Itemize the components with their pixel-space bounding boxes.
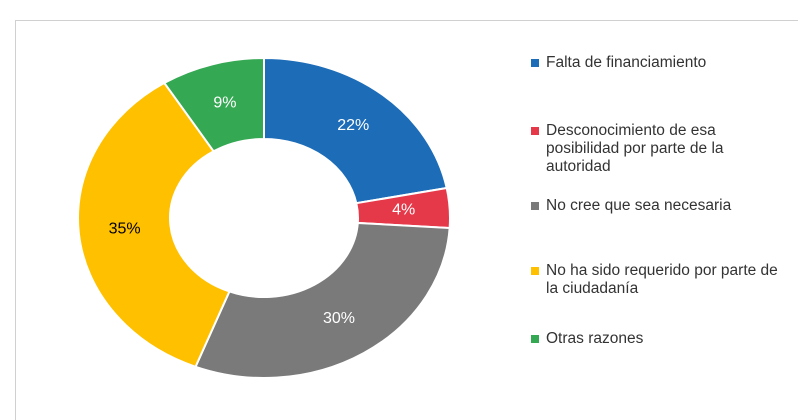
data-label: 35%	[109, 220, 141, 237]
legend-label: Falta de financiamiento	[546, 54, 707, 71]
legend-label: Desconocimiento de esa posibilidad por p…	[546, 122, 724, 175]
data-label: 4%	[392, 202, 415, 219]
data-label: 9%	[213, 94, 236, 111]
legend-label: No cree que sea necesaria	[546, 197, 732, 214]
legend-swatch	[531, 59, 539, 67]
legend-item: No ha sido requerido por parte de la ciu…	[531, 262, 786, 298]
legend-swatch	[531, 335, 539, 343]
data-label: 22%	[337, 117, 369, 134]
legend-swatch	[531, 127, 539, 135]
legend-item: Desconocimiento de esa posibilidad por p…	[531, 122, 786, 176]
legend-swatch	[531, 267, 539, 275]
data-label: 30%	[323, 310, 355, 327]
donut-slice	[162, 56, 265, 153]
legend-item: Otras razones	[531, 330, 786, 348]
legend-label: Otras razones	[546, 330, 644, 347]
legend-item: Falta de financiamiento	[531, 54, 786, 72]
donut-slice	[77, 81, 231, 369]
legend-label: No ha sido requerido por parte de la ciu…	[546, 262, 778, 297]
legend-item: No cree que sea necesaria	[531, 197, 786, 215]
donut-slice	[263, 56, 448, 205]
legend-swatch	[531, 202, 539, 210]
chart-frame	[15, 20, 798, 420]
donut-slice	[194, 221, 451, 379]
